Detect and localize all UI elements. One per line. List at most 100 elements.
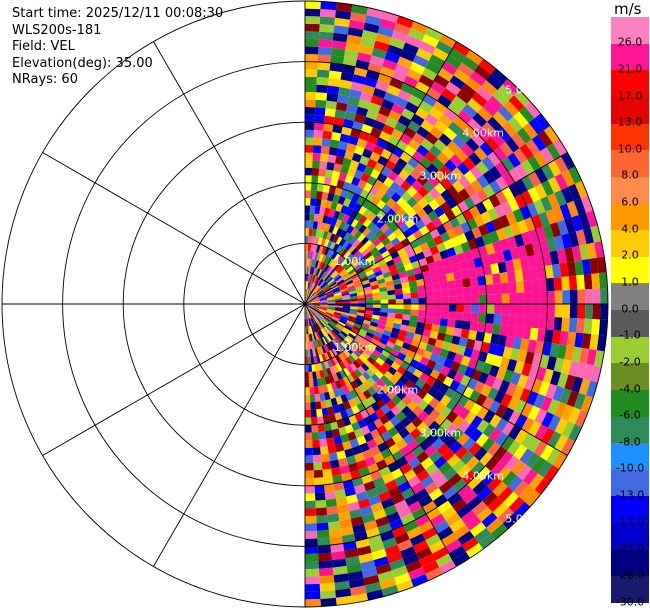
velocity-gate xyxy=(334,186,343,196)
velocity-gate xyxy=(305,409,311,418)
velocity-gate xyxy=(480,341,491,354)
velocity-gate xyxy=(589,334,599,351)
velocity-gate xyxy=(315,499,327,509)
velocity-gate xyxy=(490,333,500,345)
velocity-gate xyxy=(338,172,348,182)
velocity-gate xyxy=(406,68,422,82)
velocity-gate xyxy=(326,277,334,284)
velocity-gate xyxy=(561,359,572,375)
velocity-gate xyxy=(428,175,441,188)
velocity-gate xyxy=(571,215,584,232)
velocity-gate xyxy=(325,100,337,110)
velocity-gate xyxy=(422,415,435,428)
velocity-gate xyxy=(386,285,395,291)
velocity-gate xyxy=(366,255,375,263)
velocity-gate xyxy=(382,329,392,337)
velocity-gate xyxy=(544,125,560,144)
velocity-gate xyxy=(307,281,310,290)
velocity-gate xyxy=(324,376,331,385)
velocity-gate xyxy=(428,145,442,158)
velocity-gate xyxy=(347,268,356,276)
velocity-gate xyxy=(319,296,327,301)
velocity-gate xyxy=(306,311,309,319)
velocity-gate xyxy=(560,438,575,456)
velocity-gate xyxy=(320,262,326,271)
velocity-gate xyxy=(460,269,470,280)
velocity-gate xyxy=(458,188,471,201)
velocity-gate xyxy=(348,287,357,293)
velocity-gate xyxy=(355,266,365,274)
velocity-gate xyxy=(395,438,408,451)
velocity-gate xyxy=(341,214,350,224)
velocity-gate xyxy=(446,368,458,380)
velocity-gate xyxy=(373,40,390,52)
velocity-gate xyxy=(331,329,339,337)
velocity-gate xyxy=(411,445,425,458)
velocity-gate xyxy=(600,288,608,304)
velocity-gate xyxy=(349,89,362,100)
velocity-gate xyxy=(561,421,575,439)
velocity-gate xyxy=(328,185,337,195)
velocity-gate xyxy=(378,490,392,503)
velocity-gate xyxy=(450,361,461,372)
velocity-gate xyxy=(321,246,327,255)
velocity-gate xyxy=(327,444,337,454)
velocity-gate xyxy=(305,440,313,448)
velocity-gate xyxy=(372,311,381,316)
velocity-gate xyxy=(381,250,391,259)
velocity-gate xyxy=(537,130,553,148)
velocity-gate xyxy=(329,241,336,251)
velocity-gate xyxy=(332,226,339,235)
velocity-gate xyxy=(465,456,480,471)
velocity-gate xyxy=(462,320,471,331)
velocity-gate xyxy=(310,293,317,299)
velocity-gate xyxy=(323,286,331,292)
velocity-gate xyxy=(314,276,319,284)
colorbar-tick-label: -13.0 xyxy=(615,488,645,502)
velocity-gate xyxy=(310,356,315,365)
velocity-gate xyxy=(381,237,391,247)
velocity-gate xyxy=(317,362,323,371)
velocity-gate xyxy=(305,31,320,40)
velocity-gate xyxy=(359,91,373,103)
velocity-gate xyxy=(311,317,316,325)
velocity-gate xyxy=(369,234,379,244)
velocity-gate xyxy=(468,267,478,278)
velocity-gate xyxy=(470,415,483,429)
velocity-gate xyxy=(319,307,327,312)
velocity-gate xyxy=(387,289,396,296)
velocity-gate xyxy=(426,297,434,304)
velocity-gate xyxy=(319,299,328,302)
velocity-gate xyxy=(313,244,318,253)
velocity-gate xyxy=(518,485,535,502)
velocity-gate xyxy=(330,543,345,553)
velocity-gate xyxy=(447,319,456,328)
velocity-gate xyxy=(392,146,405,158)
velocity-gate xyxy=(408,500,423,514)
velocity-gate xyxy=(333,116,345,127)
velocity-gate xyxy=(440,311,449,320)
velocity-gate xyxy=(311,363,316,372)
velocity-gate xyxy=(324,223,331,232)
velocity-gate xyxy=(495,190,508,205)
velocity-gate xyxy=(386,84,401,97)
velocity-gate xyxy=(408,344,419,354)
velocity-gate xyxy=(312,152,321,161)
velocity-gate xyxy=(411,339,421,348)
velocity-gate xyxy=(362,449,373,460)
velocity-gate xyxy=(519,338,530,352)
velocity-gate xyxy=(334,17,351,28)
velocity-gate xyxy=(326,161,335,171)
velocity-gate xyxy=(331,316,340,322)
velocity-gate xyxy=(356,435,367,446)
velocity-gate xyxy=(356,288,365,293)
velocity-gate xyxy=(473,146,488,161)
velocity-gate xyxy=(378,233,388,243)
velocity-gate xyxy=(305,515,317,524)
velocity-gate xyxy=(418,291,427,299)
velocity-gate xyxy=(324,314,332,320)
velocity-gate xyxy=(493,390,506,404)
velocity-gate xyxy=(552,385,565,402)
velocity-gate xyxy=(487,253,498,265)
velocity-gate xyxy=(396,334,406,343)
